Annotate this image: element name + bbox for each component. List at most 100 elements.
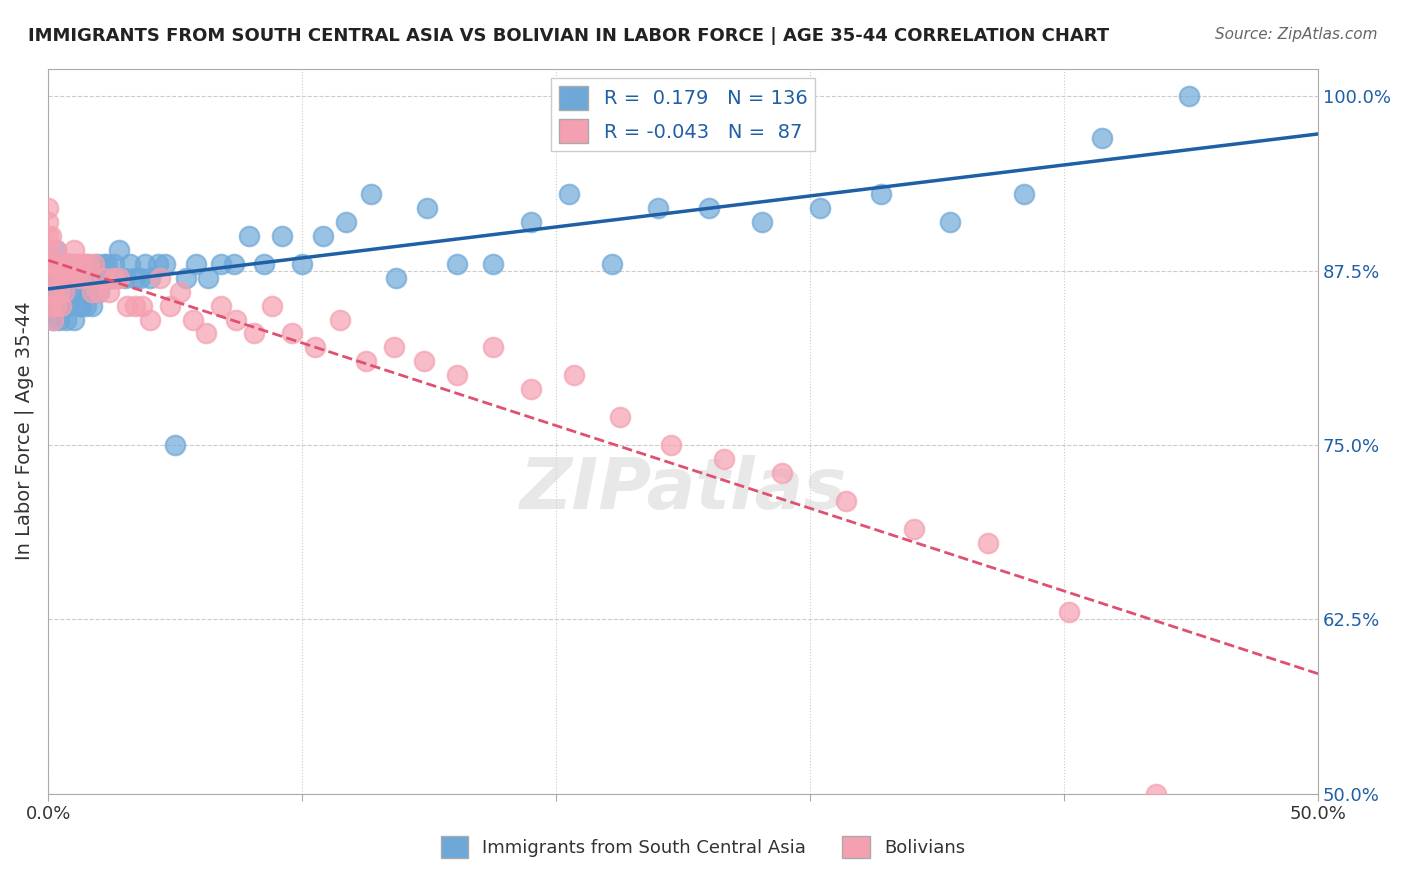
Point xyxy=(89,285,111,299)
Point xyxy=(48,312,70,326)
Point xyxy=(169,285,191,299)
Point xyxy=(39,270,62,285)
Point xyxy=(105,270,128,285)
Point xyxy=(45,270,67,285)
Point xyxy=(134,257,156,271)
Point xyxy=(446,257,468,271)
Point xyxy=(165,438,187,452)
Point xyxy=(48,285,70,299)
Point xyxy=(45,299,67,313)
Point xyxy=(90,270,112,285)
Point xyxy=(243,326,266,341)
Point xyxy=(174,270,197,285)
Point xyxy=(83,270,105,285)
Point xyxy=(39,299,62,313)
Point xyxy=(73,270,96,285)
Point xyxy=(118,257,141,271)
Point xyxy=(55,270,77,285)
Point xyxy=(83,257,105,271)
Point xyxy=(37,257,59,271)
Point xyxy=(103,270,125,285)
Point xyxy=(609,410,631,425)
Point xyxy=(413,354,436,368)
Point xyxy=(335,215,357,229)
Point xyxy=(108,270,131,285)
Point xyxy=(360,187,382,202)
Point xyxy=(114,270,136,285)
Point xyxy=(225,312,247,326)
Point xyxy=(600,257,623,271)
Point xyxy=(52,285,75,299)
Point xyxy=(159,299,181,313)
Point xyxy=(86,257,108,271)
Point xyxy=(80,285,103,299)
Point xyxy=(60,257,83,271)
Point xyxy=(311,228,333,243)
Point xyxy=(62,243,84,257)
Point xyxy=(67,270,90,285)
Point xyxy=(45,243,67,257)
Point xyxy=(481,257,503,271)
Point xyxy=(48,257,70,271)
Point xyxy=(42,285,65,299)
Point xyxy=(222,257,245,271)
Point xyxy=(194,326,217,341)
Legend: R =  0.179   N = 136, R = -0.043   N =  87: R = 0.179 N = 136, R = -0.043 N = 87 xyxy=(551,78,815,151)
Point xyxy=(37,228,59,243)
Point xyxy=(37,201,59,215)
Point xyxy=(42,257,65,271)
Point xyxy=(281,326,304,341)
Point xyxy=(835,493,858,508)
Point xyxy=(149,270,172,285)
Point xyxy=(115,299,138,313)
Point xyxy=(770,466,793,480)
Point xyxy=(520,215,543,229)
Point xyxy=(65,270,87,285)
Point xyxy=(520,382,543,396)
Point xyxy=(903,522,925,536)
Point xyxy=(1177,89,1199,103)
Point xyxy=(52,257,75,271)
Point xyxy=(103,257,125,271)
Point xyxy=(55,270,77,285)
Point xyxy=(416,201,439,215)
Point xyxy=(1059,606,1081,620)
Text: ZIPatlas: ZIPatlas xyxy=(520,455,846,524)
Point xyxy=(870,187,893,202)
Point xyxy=(481,340,503,354)
Point xyxy=(39,270,62,285)
Point xyxy=(446,368,468,383)
Point xyxy=(808,201,831,215)
Point xyxy=(42,257,65,271)
Point xyxy=(385,270,408,285)
Point xyxy=(304,340,326,354)
Point xyxy=(209,299,232,313)
Legend: Immigrants from South Central Asia, Bolivians: Immigrants from South Central Asia, Boli… xyxy=(433,829,973,865)
Point xyxy=(697,201,720,215)
Point xyxy=(181,312,204,326)
Point xyxy=(713,452,735,467)
Point xyxy=(37,243,59,257)
Point xyxy=(42,285,65,299)
Point xyxy=(45,299,67,313)
Point xyxy=(77,285,100,299)
Point xyxy=(1012,187,1035,202)
Point xyxy=(197,270,219,285)
Point xyxy=(52,299,75,313)
Point xyxy=(58,299,80,313)
Point xyxy=(139,270,162,285)
Point xyxy=(37,270,59,285)
Point xyxy=(52,270,75,285)
Point xyxy=(93,257,115,271)
Point xyxy=(155,257,177,271)
Point xyxy=(96,257,118,271)
Point xyxy=(37,299,59,313)
Point xyxy=(354,354,377,368)
Point xyxy=(70,299,93,313)
Point xyxy=(128,270,150,285)
Point xyxy=(146,257,169,271)
Point xyxy=(55,312,77,326)
Point xyxy=(751,215,773,229)
Point xyxy=(49,299,72,313)
Point xyxy=(39,285,62,299)
